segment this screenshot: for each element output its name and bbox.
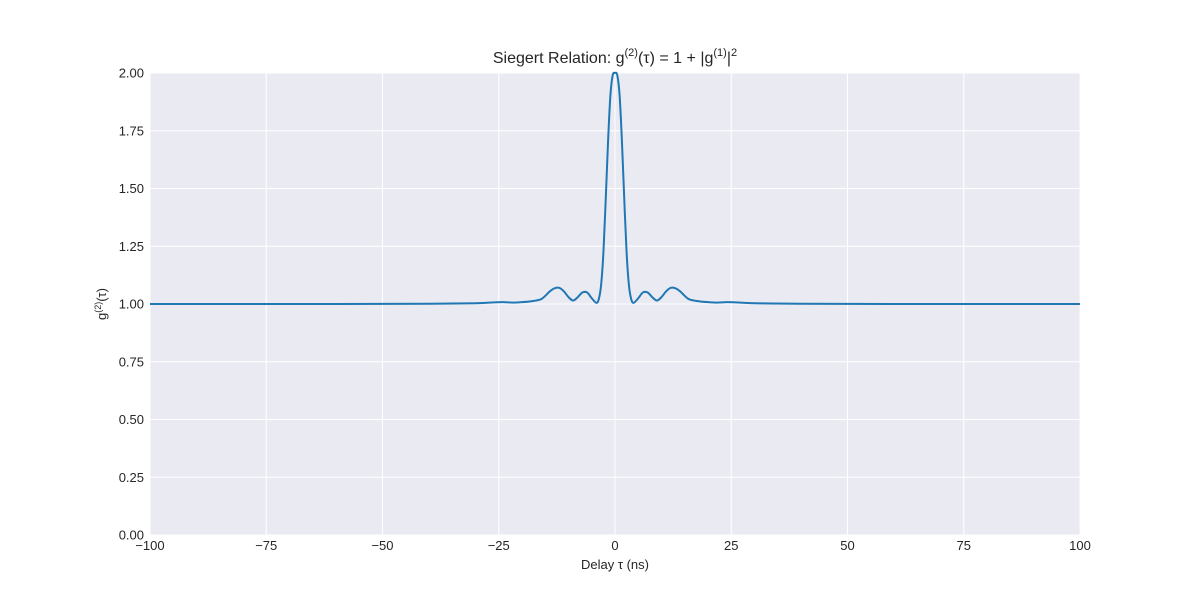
- x-tick-label: 50: [840, 538, 854, 553]
- y-tick-label: 1.50: [119, 181, 144, 196]
- x-tick-label: −75: [255, 538, 277, 553]
- y-tick-label: 1.25: [119, 239, 144, 254]
- grid: [149, 72, 1081, 536]
- x-tick-label: 25: [724, 538, 738, 553]
- y-tick-label: 0.00: [119, 528, 144, 543]
- x-tick-label: −100: [135, 538, 164, 553]
- tick-labels: −100 −75 −50 −25 0 25 50 75 100 0.00 0.25 0.50 0.75 1…: [119, 66, 1091, 554]
- y-tick-label: 2.00: [119, 66, 144, 81]
- chart-title: Siegert Relation: g(2)(τ) = 1 + |g(1)|2: [493, 47, 737, 67]
- x-axis-label: Delay τ (ns): [581, 557, 649, 572]
- x-tick-label: 75: [957, 538, 971, 553]
- x-tick-label: −50: [371, 538, 393, 553]
- x-tick-label: −25: [488, 538, 510, 553]
- y-tick-label: 1.00: [119, 297, 144, 312]
- y-tick-label: 0.75: [119, 354, 144, 369]
- x-tick-label: 0: [611, 538, 618, 553]
- series-layer: [149, 71, 1081, 306]
- x-tick-label: 100: [1069, 538, 1091, 553]
- y-tick-label: 1.75: [119, 123, 144, 138]
- y-axis-label: g(2)(τ): [93, 288, 109, 320]
- series-line: [149, 71, 1081, 306]
- y-tick-label: 0.25: [119, 470, 144, 485]
- y-tick-label: 0.50: [119, 412, 144, 427]
